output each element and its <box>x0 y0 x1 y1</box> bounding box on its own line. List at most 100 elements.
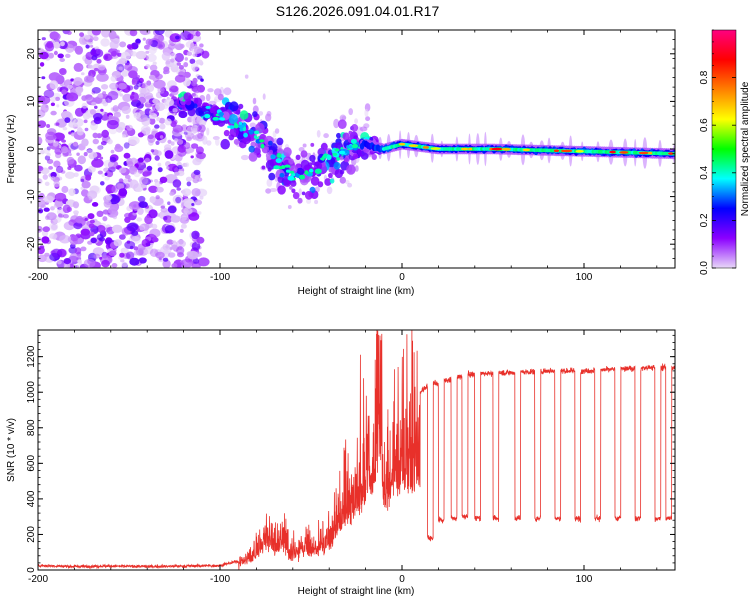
heatmap-cell <box>157 41 166 50</box>
heatmap-cell <box>128 136 140 146</box>
snr-x-tick-label: -100 <box>210 574 230 585</box>
heatmap-cell <box>333 161 341 170</box>
heatmap-cell <box>87 213 95 220</box>
heatmap-cell <box>89 109 97 115</box>
heatmap-cell <box>48 30 53 33</box>
heatmap-cell <box>310 176 320 186</box>
heatmap-cell <box>291 172 296 177</box>
heatmap-cell <box>46 146 51 151</box>
heatmap-cell <box>44 155 51 161</box>
heatmap-cell <box>99 256 103 260</box>
heatmap-cell <box>143 170 152 177</box>
heatmap-cell <box>139 176 148 186</box>
heatmap-cell <box>186 181 192 187</box>
heatmap-cell <box>50 102 56 107</box>
heatmap-cell <box>87 64 93 69</box>
heatmap-cell <box>104 55 109 60</box>
heatmap-cell <box>105 194 113 201</box>
heatmap-cell <box>283 147 292 157</box>
spectrogram-y-axis-label: Frequency (Hz) <box>6 115 17 184</box>
heatmap-cell <box>55 165 64 174</box>
heatmap-cell <box>99 156 104 160</box>
heatmap-cell <box>108 30 117 40</box>
heatmap-cell <box>138 201 148 209</box>
heatmap-cell <box>460 147 469 151</box>
heatmap-cell <box>133 204 137 208</box>
heatmap-cell <box>101 30 111 38</box>
heatmap-cell <box>106 119 119 130</box>
heatmap-cell <box>140 87 150 96</box>
heatmap-cell <box>63 221 75 231</box>
heatmap-cell <box>83 258 96 268</box>
heatmap-cell <box>79 32 85 37</box>
heatmap-cell <box>159 135 164 139</box>
heatmap-cell <box>92 152 98 158</box>
heatmap-cell <box>62 214 69 219</box>
heatmap-cell <box>52 140 59 147</box>
heatmap-cell <box>106 239 112 244</box>
heatmap-cell <box>186 136 193 142</box>
heatmap-cell <box>194 199 203 206</box>
heatmap-cell <box>94 67 99 72</box>
heatmap-cell <box>62 127 68 131</box>
heatmap-cell <box>266 110 272 117</box>
heatmap-cell <box>218 112 224 117</box>
heatmap-cell <box>268 149 274 155</box>
heatmap-cell <box>50 176 56 181</box>
heatmap-cell <box>291 188 296 194</box>
heatmap-cell <box>339 176 346 184</box>
heatmap-cell <box>619 151 629 154</box>
heatmap-cell <box>262 93 266 100</box>
heatmap-cell <box>84 34 91 40</box>
heatmap-cell <box>39 62 45 67</box>
heatmap-cell <box>288 158 294 165</box>
heatmap-cell <box>133 84 139 90</box>
heatmap-cell <box>110 149 115 154</box>
heatmap-cell <box>197 75 203 80</box>
heatmap-cell <box>136 75 140 78</box>
heatmap-cell <box>155 195 160 200</box>
heatmap-cell <box>80 65 83 69</box>
heatmap-cell <box>133 250 140 256</box>
heatmap-cell <box>169 85 179 93</box>
heatmap-cell <box>173 138 179 143</box>
heatmap-cell <box>107 139 113 145</box>
heatmap-cell <box>163 66 170 72</box>
heatmap-cell <box>135 50 147 60</box>
heatmap-cell <box>140 125 151 134</box>
heatmap-cell <box>229 101 239 112</box>
heatmap-cell <box>46 152 51 157</box>
heatmap-cell <box>106 55 113 61</box>
heatmap-cell <box>160 207 168 213</box>
heatmap-cell <box>145 38 153 46</box>
heatmap-cell <box>56 118 67 128</box>
heatmap-cell <box>137 132 144 138</box>
spectrogram-x-tick-label: 100 <box>576 272 593 283</box>
heatmap-cell <box>96 210 104 217</box>
heatmap-cell <box>275 158 282 164</box>
heatmap-cell <box>146 165 153 171</box>
heatmap-cell <box>76 128 84 136</box>
heatmap-cell <box>192 157 202 166</box>
heatmap-cell <box>292 192 300 200</box>
heatmap-cell <box>44 181 50 186</box>
heatmap-cell <box>260 143 265 149</box>
spectrogram-y-tick-label: 10 <box>26 95 37 107</box>
spectrogram-y-tick-label: -20 <box>26 237 37 252</box>
heatmap-cell <box>128 45 134 51</box>
heatmap-cell <box>118 178 124 184</box>
heatmap-cell <box>328 172 333 179</box>
heatmap-cell <box>70 132 75 137</box>
heatmap-cell <box>170 141 175 146</box>
heatmap-cell <box>55 74 65 85</box>
heatmap-cell <box>130 92 139 102</box>
heatmap-cell <box>273 165 280 170</box>
heatmap-cell <box>141 82 148 89</box>
heatmap-cell <box>197 211 202 215</box>
heatmap-cell <box>119 252 125 258</box>
heatmap-cell <box>149 233 155 238</box>
heatmap-cell <box>154 180 161 188</box>
heatmap-cell <box>118 58 128 65</box>
heatmap-cell <box>186 126 193 136</box>
